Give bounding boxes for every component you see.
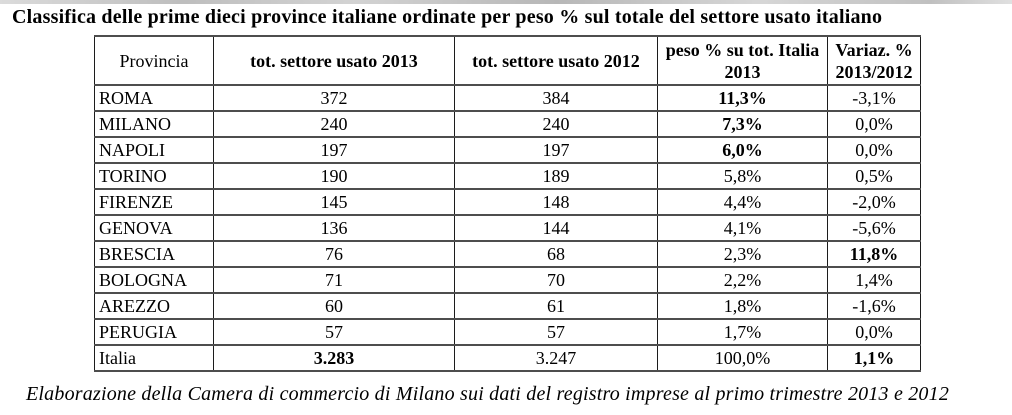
cell-provincia: AREZZO [94,292,214,320]
cell-provincia: PERUGIA [94,318,214,346]
cell-value: -1,6% [827,292,921,320]
scan-artifact-top [0,0,1012,4]
cell-provincia: Italia [94,344,214,372]
table-body: ROMA 372 384 11,3% -3,1% MILANO 240 240 7,3% 0,0%… [94,84,921,372]
cell-provincia: MILANO [94,110,214,138]
cell-value: 197 [454,136,658,164]
cell-value: 197 [213,136,455,164]
table-row: BRESCIA 76 68 2,3% 11,8% [94,240,921,268]
column-header-0: Provincia [94,35,214,86]
cell-value: 1,7% [657,318,828,346]
cell-value: 4,4% [657,188,828,216]
cell-value: 190 [213,162,455,190]
cell-provincia: BRESCIA [94,240,214,268]
cell-value: 0,0% [827,318,921,346]
cell-value: -5,6% [827,214,921,242]
source-note: Elaborazione della Camera di commercio d… [26,383,950,405]
column-header-2: tot. settore usato 2012 [454,35,658,86]
table-row: BOLOGNA 71 70 2,2% 1,4% [94,266,921,294]
cell-value: 100,0% [657,344,828,372]
table-header: Provincia tot. settore usato 2013 tot. set… [94,35,921,86]
cell-value: 1,1% [827,344,921,372]
column-header-3: peso % su tot. Italia 2013 [657,35,828,86]
cell-provincia: BOLOGNA [94,266,214,294]
column-header-1: tot. settore usato 2013 [213,35,455,86]
cell-value: 4,1% [657,214,828,242]
table-row: FIRENZE 145 148 4,4% -2,0% [94,188,921,216]
cell-value: 240 [454,110,658,138]
cell-value: 61 [454,292,658,320]
cell-value: 60 [213,292,455,320]
cell-value: 11,3% [657,84,828,112]
cell-value: 0,0% [827,110,921,138]
cell-value: 1,8% [657,292,828,320]
table-row: ROMA 372 384 11,3% -3,1% [94,84,921,112]
cell-value: -2,0% [827,188,921,216]
cell-provincia: TORINO [94,162,214,190]
page-title: Classifica delle prime dieci province it… [12,6,883,28]
cell-value: 57 [213,318,455,346]
cell-provincia: NAPOLI [94,136,214,164]
cell-value: 71 [213,266,455,294]
cell-value: 145 [213,188,455,216]
cell-value: 1,4% [827,266,921,294]
table-row: MILANO 240 240 7,3% 0,0% [94,110,921,138]
cell-value: 2,3% [657,240,828,268]
cell-value: 76 [213,240,455,268]
table-row: TORINO 190 189 5,8% 0,5% [94,162,921,190]
cell-value: 7,3% [657,110,828,138]
header-row: Provincia tot. settore usato 2013 tot. set… [94,35,921,86]
cell-value: 2,2% [657,266,828,294]
cell-provincia: ROMA [94,84,214,112]
cell-value: 3.247 [454,344,658,372]
cell-value: 372 [213,84,455,112]
cell-value: -3,1% [827,84,921,112]
ranking-table: Provincia tot. settore usato 2013 tot. set… [94,35,921,372]
cell-value: 148 [454,188,658,216]
cell-value: 6,0% [657,136,828,164]
cell-value: 70 [454,266,658,294]
cell-value: 11,8% [827,240,921,268]
cell-value: 0,5% [827,162,921,190]
cell-provincia: FIRENZE [94,188,214,216]
table-row: NAPOLI 197 197 6,0% 0,0% [94,136,921,164]
table-row: GENOVA 136 144 4,1% -5,6% [94,214,921,242]
table-row: PERUGIA 57 57 1,7% 0,0% [94,318,921,346]
cell-value: 68 [454,240,658,268]
cell-value: 0,0% [827,136,921,164]
cell-value: 3.283 [213,344,455,372]
cell-value: 240 [213,110,455,138]
cell-value: 189 [454,162,658,190]
cell-value: 384 [454,84,658,112]
table-row: AREZZO 60 61 1,8% -1,6% [94,292,921,320]
cell-value: 144 [454,214,658,242]
column-header-4: Variaz. % 2013/2012 [827,35,921,86]
cell-provincia: GENOVA [94,214,214,242]
table-row: Italia 3.283 3.247 100,0% 1,1% [94,344,921,372]
cell-value: 57 [454,318,658,346]
cell-value: 136 [213,214,455,242]
cell-value: 5,8% [657,162,828,190]
